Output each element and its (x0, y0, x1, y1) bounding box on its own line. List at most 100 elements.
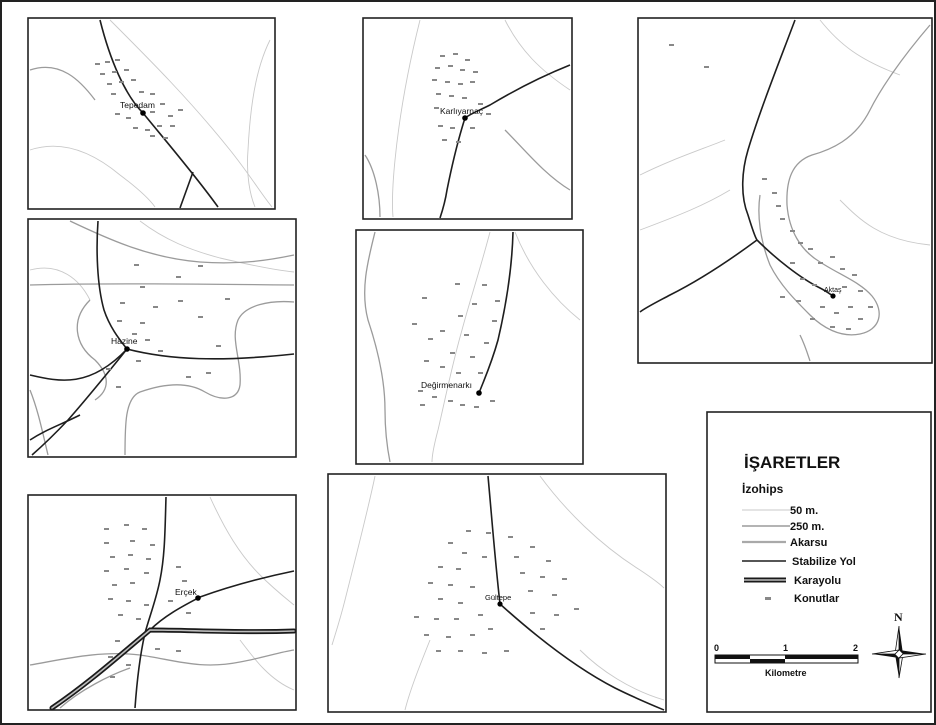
contour-50 (139, 220, 295, 273)
village-label: Aktaş (824, 287, 842, 294)
north-arrow: N (871, 610, 927, 679)
north-label: N (894, 610, 903, 624)
contour-250 (29, 283, 295, 286)
road-stabilize (487, 475, 665, 711)
legend-label-c50: 50 m. (790, 505, 818, 517)
road-stabilize (29, 348, 128, 381)
houses-cluster (95, 59, 183, 139)
village-label: Karlıyarnaç (440, 106, 484, 116)
scale-bar: 0 1 2 Kilometre (714, 643, 859, 678)
scale-tick-2: 2 (853, 643, 858, 653)
contour-50 (504, 19, 571, 91)
houses-cluster (106, 264, 230, 388)
road-stabilize (29, 414, 81, 441)
contour-250 (504, 129, 571, 191)
inset-degirmenarki: Değirmenarkı (355, 229, 584, 465)
village-label: Hazine (111, 336, 138, 346)
inset-frame (637, 17, 933, 364)
road-stabilize (134, 496, 167, 709)
legend-label-river: Akarsu (790, 537, 827, 549)
contour-50 (539, 475, 665, 589)
legend-label-c250: 250 m. (790, 521, 824, 533)
houses-cluster (432, 53, 491, 143)
contour-50 (209, 496, 295, 606)
road-stabilize (639, 239, 758, 313)
legend-symbol-houses (765, 597, 771, 600)
village-point (195, 595, 201, 601)
road-stabilize (439, 117, 466, 219)
houses-cluster (414, 530, 579, 654)
contour-50 (109, 19, 273, 208)
highway-karayolu (51, 629, 295, 709)
contour-50 (331, 475, 376, 646)
inset-frame (355, 229, 584, 465)
contour-250 (758, 24, 931, 336)
contour-250 (76, 299, 107, 401)
houses-cluster (412, 283, 500, 408)
village-point (830, 293, 836, 299)
contour-250 (364, 154, 381, 218)
contour-250 (124, 300, 295, 456)
road-stabilize (126, 348, 295, 360)
village-label: Değirmenarkı (421, 380, 472, 390)
scale-tick-0: 0 (714, 643, 719, 653)
road-stabilize (756, 239, 834, 297)
inset-aktas: Aktaş (637, 17, 933, 364)
contour-50 (639, 139, 726, 176)
road-stabilize (179, 171, 194, 209)
contour-250 (29, 649, 295, 666)
contour-50 (579, 649, 665, 701)
inset-gultepe: Gültepe (327, 473, 667, 713)
village-label: Erçek (175, 587, 197, 597)
village-point (462, 115, 468, 121)
road-stabilize (741, 19, 796, 241)
legend-panel: İŞARETLER İzohips 50 m. 250 m. Akarsu St… (706, 411, 932, 713)
village-point (476, 390, 482, 396)
contour-50 (839, 199, 931, 246)
inset-frame (327, 473, 667, 713)
road-stabilize (478, 231, 514, 394)
contour-250 (364, 231, 391, 463)
legend-contour-heading: İzohips (742, 481, 784, 496)
village-label: Gültepe (485, 593, 511, 602)
contour-50 (819, 19, 901, 76)
contour-50 (431, 231, 491, 463)
legend-label-road: Stabilize Yol (792, 556, 856, 568)
contour-50 (391, 19, 421, 218)
contour-50 (29, 145, 156, 208)
scale-unit-label: Kilometre (765, 668, 807, 678)
contour-250 (29, 389, 49, 456)
village-label: Tepedam (120, 100, 155, 110)
inset-frame (27, 494, 297, 711)
legend-label-highway: Karayolu (794, 575, 841, 587)
road-stabilize (464, 64, 571, 119)
inset-hazine: Hazine (27, 218, 297, 458)
contour-50 (29, 267, 91, 301)
village-point (124, 346, 130, 352)
inset-tepedam: Tepedam (27, 17, 276, 210)
contour-250 (29, 66, 96, 101)
scale-tick-1: 1 (783, 643, 788, 653)
contour-250 (59, 667, 131, 709)
inset-ercek: Erçek (27, 494, 297, 711)
contour-250 (69, 220, 295, 264)
inset-frame (27, 17, 276, 210)
contour-50 (239, 639, 295, 691)
houses-cluster (104, 524, 191, 678)
contour-50 (247, 39, 271, 208)
road-stabilize (96, 220, 128, 350)
village-point (140, 110, 146, 116)
contour-250 (799, 334, 811, 362)
legend-label-houses: Konutlar (794, 593, 840, 605)
contour-50 (404, 639, 431, 711)
contour-50 (639, 189, 731, 231)
contour-50 (514, 231, 581, 321)
inset-frame (27, 218, 297, 458)
inset-karlivarmac: Karlıyarnaç (362, 17, 573, 220)
village-point (497, 601, 503, 607)
legend-title: İŞARETLER (744, 453, 840, 472)
houses-cluster (669, 44, 873, 330)
